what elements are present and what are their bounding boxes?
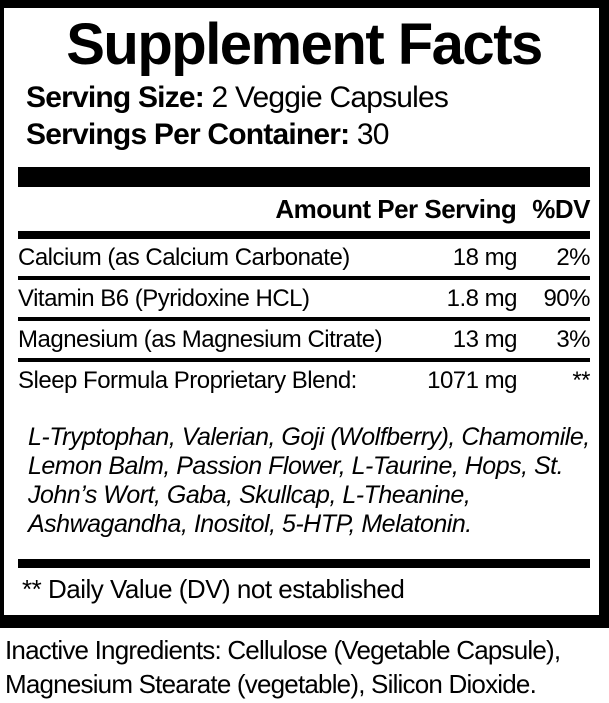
table-header: Amount Per Serving %DV <box>18 187 590 231</box>
ingredient-amount: 1.8 mg <box>446 285 518 312</box>
ingredient-amount: 18 mg <box>452 244 518 271</box>
daily-value-footnote: ** Daily Value (DV) not established <box>22 574 405 604</box>
servings-per-container-line: Servings Per Container: 30 <box>26 116 590 153</box>
ingredient-dv: 3% <box>556 326 590 353</box>
ingredient-dv: 90% <box>543 285 590 312</box>
inactive-ingredients-line: Inactive Ingredients: Cellulose (Vegetab… <box>5 635 561 665</box>
ingredient-name: Vitamin B6 (Pyridoxine HCL) <box>18 285 310 312</box>
ingredient-name: Calcium (as Calcium Carbonate) <box>18 244 350 271</box>
ingredient-amount: 13 mg <box>452 326 518 353</box>
ingredient-name: Sleep Formula Proprietary Blend: <box>18 367 357 394</box>
dv-header: %DV <box>532 194 590 224</box>
ingredient-dv: ** <box>572 367 590 394</box>
servings-per-container-value: 30 <box>356 118 390 151</box>
header-divider <box>18 231 590 239</box>
supplement-facts-panel: Supplement Facts Serving Size: 2 Veggie … <box>0 0 609 628</box>
inactive-ingredients: Inactive Ingredients: Cellulose (Vegetab… <box>5 633 609 701</box>
blend-ingredients-list: L-Tryptophan, Valerian, Goji (Wolfberry)… <box>28 423 590 539</box>
panel-title: Supplement Facts <box>66 12 543 77</box>
table-row-calcium: Calcium (as Calcium Carbonate) 18 mg 2% <box>18 239 591 280</box>
ingredient-name: Magnesium (as Magnesium Citrate) <box>18 326 383 353</box>
section-divider-thick <box>18 167 590 187</box>
serving-size-line: Serving Size: 2 Veggie Capsules <box>26 79 590 116</box>
blend-ingredients-line: Lemon Balm, Passion Flower, L-Taurine, H… <box>28 452 564 480</box>
blend-ingredients-line: L-Tryptophan, Valerian, Goji (Wolfberry)… <box>28 423 590 451</box>
serving-size-label: Serving Size: <box>26 81 205 114</box>
serving-size-value: 2 Veggie Capsules <box>211 81 449 114</box>
nutrient-table: Calcium (as Calcium Carbonate) 18 mg 2% … <box>18 239 591 399</box>
inactive-ingredients-line: Magnesium Stearate (vegetable), Silicon … <box>5 669 537 699</box>
servings-per-container-label: Servings Per Container: <box>26 118 350 151</box>
table-row-vitamin-b6: Vitamin B6 (Pyridoxine HCL) 1.8 mg 90% <box>18 280 591 321</box>
ingredient-dv: 2% <box>556 244 590 271</box>
table-row-sleep-blend: Sleep Formula Proprietary Blend: 1071 mg… <box>18 362 591 399</box>
table-row-magnesium: Magnesium (as Magnesium Citrate) 13 mg 3… <box>18 321 591 362</box>
blend-ingredients-line: Ashwagandha, Inositol, 5-HTP, Melatonin. <box>28 510 472 538</box>
footnote-divider <box>18 559 590 568</box>
amount-per-serving-header: Amount Per Serving <box>275 194 517 224</box>
blend-ingredients-line: John’s Wort, Gaba, Skullcap, L-Theanine, <box>28 481 471 509</box>
ingredient-amount: 1071 mg <box>427 367 517 394</box>
